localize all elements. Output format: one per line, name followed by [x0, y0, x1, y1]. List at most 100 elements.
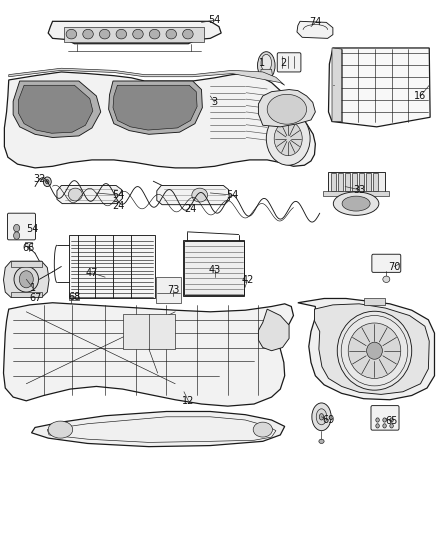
Ellipse shape: [337, 311, 412, 390]
Text: 73: 73: [167, 286, 179, 295]
Ellipse shape: [166, 29, 177, 39]
Ellipse shape: [46, 180, 49, 184]
Text: 70: 70: [388, 262, 400, 271]
Bar: [328, 172, 385, 193]
Text: 12: 12: [182, 396, 194, 406]
Polygon shape: [4, 261, 49, 297]
Polygon shape: [258, 90, 315, 127]
Ellipse shape: [348, 323, 401, 378]
Text: 69: 69: [322, 415, 335, 425]
Polygon shape: [298, 298, 434, 400]
Text: 67: 67: [30, 294, 42, 303]
Ellipse shape: [383, 276, 390, 282]
Ellipse shape: [43, 177, 51, 187]
Polygon shape: [314, 304, 429, 394]
Ellipse shape: [116, 29, 127, 39]
Ellipse shape: [192, 188, 208, 202]
Ellipse shape: [376, 424, 379, 428]
Text: 68: 68: [68, 292, 81, 302]
Bar: [64, 27, 204, 42]
Ellipse shape: [319, 439, 324, 443]
Text: 54: 54: [112, 190, 124, 200]
Ellipse shape: [14, 224, 20, 232]
Polygon shape: [297, 21, 333, 38]
Ellipse shape: [253, 422, 272, 437]
Polygon shape: [109, 81, 202, 134]
Ellipse shape: [319, 414, 324, 420]
Text: 1: 1: [259, 58, 265, 68]
Ellipse shape: [14, 232, 20, 239]
Polygon shape: [13, 81, 101, 138]
Ellipse shape: [383, 424, 386, 428]
Text: 65: 65: [386, 416, 398, 426]
FancyBboxPatch shape: [277, 53, 301, 72]
Text: 54: 54: [27, 224, 39, 234]
Polygon shape: [258, 309, 289, 351]
Bar: [364, 298, 385, 305]
Ellipse shape: [183, 29, 193, 39]
Ellipse shape: [390, 418, 393, 422]
Bar: [323, 191, 389, 196]
Bar: [359, 173, 364, 191]
Ellipse shape: [367, 342, 382, 359]
Ellipse shape: [99, 29, 110, 39]
Text: 2: 2: [281, 58, 287, 68]
Text: 74: 74: [309, 18, 321, 27]
Text: 16: 16: [414, 91, 427, 101]
Text: 32: 32: [33, 174, 46, 183]
Bar: [69, 292, 79, 300]
Text: 43: 43: [208, 265, 221, 274]
Polygon shape: [4, 72, 315, 168]
Text: 33: 33: [353, 185, 365, 195]
Ellipse shape: [342, 196, 370, 211]
Ellipse shape: [149, 29, 160, 39]
Polygon shape: [261, 69, 272, 76]
Bar: [331, 173, 336, 191]
Ellipse shape: [267, 94, 307, 124]
Text: 24: 24: [112, 201, 124, 211]
Bar: [156, 277, 181, 303]
FancyBboxPatch shape: [371, 406, 399, 430]
Ellipse shape: [48, 421, 73, 438]
Ellipse shape: [266, 112, 310, 165]
Bar: [184, 241, 244, 295]
Polygon shape: [328, 48, 430, 127]
Ellipse shape: [274, 122, 302, 156]
Ellipse shape: [390, 424, 393, 428]
Polygon shape: [32, 411, 285, 447]
Polygon shape: [48, 21, 221, 44]
Text: 54: 54: [226, 190, 238, 200]
Polygon shape: [57, 185, 123, 204]
FancyBboxPatch shape: [372, 254, 401, 272]
Polygon shape: [4, 303, 293, 406]
Bar: [352, 173, 357, 191]
Bar: [69, 235, 155, 298]
Ellipse shape: [316, 409, 327, 425]
Ellipse shape: [333, 192, 379, 215]
Ellipse shape: [133, 29, 143, 39]
Bar: [345, 173, 350, 191]
Ellipse shape: [66, 29, 77, 39]
Polygon shape: [113, 85, 197, 130]
Ellipse shape: [14, 266, 39, 292]
Text: 47: 47: [86, 268, 98, 278]
Bar: [338, 173, 343, 191]
Text: 66: 66: [22, 243, 35, 253]
Ellipse shape: [19, 271, 33, 288]
Text: 54: 54: [208, 15, 221, 25]
Ellipse shape: [312, 403, 331, 431]
Polygon shape: [11, 261, 42, 266]
Ellipse shape: [376, 418, 379, 422]
Text: 42: 42: [241, 276, 254, 285]
Text: 3: 3: [212, 98, 218, 107]
Polygon shape: [157, 185, 230, 205]
Ellipse shape: [83, 29, 93, 39]
Text: 1: 1: [30, 283, 36, 293]
Ellipse shape: [383, 418, 386, 422]
FancyBboxPatch shape: [7, 213, 35, 240]
Polygon shape: [11, 292, 42, 297]
Polygon shape: [18, 85, 93, 133]
Ellipse shape: [258, 52, 275, 79]
Polygon shape: [9, 68, 285, 85]
Ellipse shape: [261, 54, 272, 71]
